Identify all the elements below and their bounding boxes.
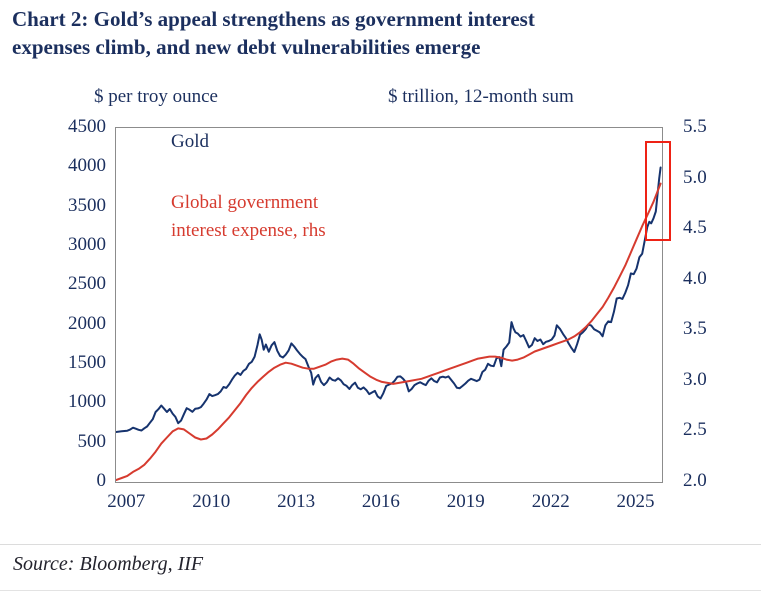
y-axis-left-tick: 4000 <box>68 155 106 177</box>
y-axis-left-tick: 2500 <box>68 273 106 295</box>
y-axis-left-tick: 500 <box>77 430 107 452</box>
y-axis-left-tick: 1500 <box>68 352 106 373</box>
x-axis-tick: 2010 <box>192 491 231 512</box>
y-axis-right-tick: 2.0 <box>683 470 707 491</box>
right-axis-header: $ trillion, 12-month sum <box>388 86 574 107</box>
y-axis-left-tick: 1000 <box>68 391 106 413</box>
y-axis-right-tick: 5.5 <box>683 116 707 137</box>
x-axis-tick: 2013 <box>277 491 316 512</box>
y-axis-right-tick: 3.5 <box>683 318 707 340</box>
chart-title: Chart 2: Gold’s appeal strengthens as go… <box>12 6 752 61</box>
y-axis-left-tick: 4500 <box>68 116 106 137</box>
y-axis-left: 4500 4000 3500 3000 2500 2000 1500 1000 500 0 <box>38 117 107 491</box>
legend-gold-label: Gold <box>171 131 209 152</box>
y-axis-left-tick: 2000 <box>68 312 106 334</box>
y-axis-right-tick: 5.0 <box>683 166 707 188</box>
source-text: Source: Bloomberg, IIF <box>13 553 204 575</box>
series-line-1 <box>116 182 662 481</box>
y-axis-right-tick: 2.5 <box>683 419 707 441</box>
x-axis-tick: 2022 <box>531 491 570 512</box>
chart-title-line1: Chart 2: Gold’s appeal strengthens as go… <box>12 7 535 31</box>
highlight-box <box>645 141 672 241</box>
left-axis-header: $ per troy ounce <box>94 86 218 107</box>
x-axis-tick: 2019 <box>446 491 485 512</box>
y-axis-left-tick: 3500 <box>68 194 106 216</box>
series-line-0 <box>116 166 662 433</box>
y-axis-right: 5.5 5.0 4.5 4.0 3.5 3.0 2.5 2.0 <box>683 117 733 491</box>
x-axis-tick: 2025 <box>616 491 655 512</box>
chart-canvas <box>116 166 662 481</box>
footer-divider <box>0 544 761 545</box>
plot-area <box>115 127 672 483</box>
x-axis: 2007 2010 2013 2016 2019 2022 2025 <box>107 491 661 515</box>
y-axis-left-tick: 3000 <box>68 234 106 255</box>
legend-expense-line1: Global government <box>171 192 319 213</box>
chart-title-line2: expenses climb, and new debt vulnerabili… <box>12 34 481 59</box>
y-axis-right-tick: 3.0 <box>683 368 707 390</box>
y-axis-right-tick: 4.0 <box>683 267 707 289</box>
x-axis-tick: 2016 <box>361 491 400 512</box>
x-axis-tick: 2007 <box>107 491 146 512</box>
legend-expense-line2: interest expense, rhs <box>171 220 326 241</box>
legend-expense-label: Global government interest expense, rhs <box>171 189 326 245</box>
y-axis-right-tick: 4.5 <box>683 217 707 239</box>
y-axis-left-tick: 0 <box>96 470 107 491</box>
